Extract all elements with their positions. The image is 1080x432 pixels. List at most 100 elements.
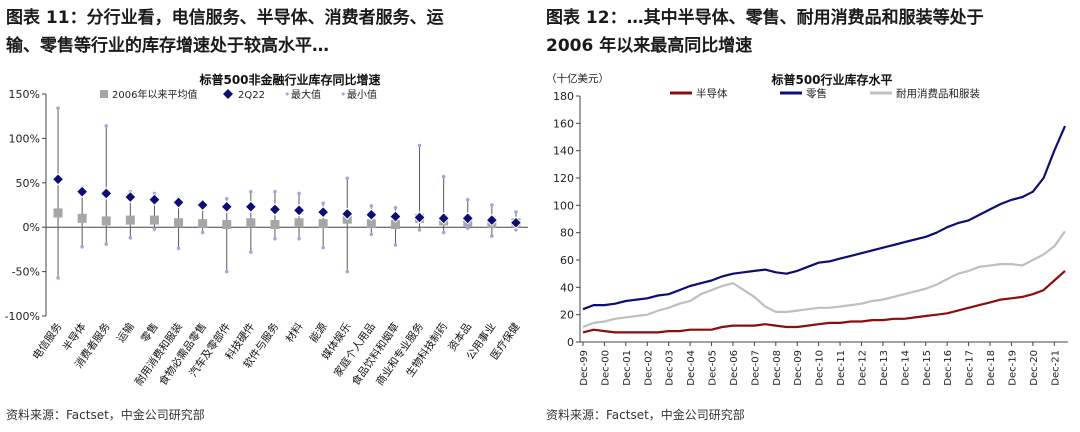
series-line <box>582 230 1066 329</box>
right-x-tick-label: Dec-03 <box>665 350 676 386</box>
right-legend: 半导体 零售 耐用消费品和服装 <box>670 87 980 100</box>
legend-q-label: 2Q22 <box>238 90 265 101</box>
min-point <box>80 244 84 249</box>
right-x-tick-label: Dec-18 <box>986 350 997 386</box>
right-y-tick-label: 40 <box>560 281 574 294</box>
legend-q-marker <box>223 89 233 99</box>
right-x-tick-label: Dec-14 <box>900 350 911 386</box>
right-y-unit-label: （十亿美元） <box>546 72 609 85</box>
right-x-tick-label: Dec-08 <box>772 350 783 386</box>
q-marker <box>485 213 499 227</box>
right-figure-label: 图表 12： <box>546 8 627 28</box>
right-x-tick-label: Dec-21 <box>1050 350 1061 386</box>
min-point <box>345 269 350 274</box>
q-marker <box>413 211 426 224</box>
right-x-tick-label: Dec-02 <box>643 350 654 386</box>
avg-marker <box>149 215 159 225</box>
right-x-tick-label: Dec-00 <box>600 350 611 386</box>
max-point <box>152 191 157 196</box>
q-marker <box>148 193 161 206</box>
right-x-tick-label: Dec-11 <box>836 350 847 386</box>
q-marker <box>196 198 209 212</box>
legend-min-marker: • <box>340 88 347 101</box>
min-point <box>490 234 494 238</box>
left-y-tick-label: 50% <box>16 177 40 190</box>
right-x-tick-label: Dec-99 <box>579 350 590 386</box>
right-y-tick-label: 20 <box>560 309 574 322</box>
min-point <box>297 236 301 241</box>
max-point <box>224 196 229 201</box>
avg-marker <box>270 220 280 230</box>
right-x-tick-label: Dec-12 <box>857 350 868 386</box>
left-figure-panel: 图表 11：分行业看，电信服务、半导体、消费者服务、运 输、零售等行业的库存增速… <box>5 4 534 422</box>
avg-marker <box>222 220 232 230</box>
min-point <box>200 230 205 235</box>
q-marker <box>75 185 89 198</box>
right-x-tick-label: Dec-10 <box>815 350 826 386</box>
left-source-note: 资料来源：Factset，中金公司研究部 <box>6 408 205 422</box>
avg-marker <box>53 208 63 218</box>
min-point <box>224 269 229 274</box>
q-marker <box>389 210 402 223</box>
avg-marker <box>198 219 208 229</box>
min-point <box>417 228 422 232</box>
right-y-tick-label: 160 <box>553 117 574 130</box>
category-label: 材料 <box>283 320 306 345</box>
avg-marker <box>77 213 87 223</box>
right-y-tick-label: 80 <box>560 227 574 240</box>
right-x-tick-label: Dec-19 <box>1007 350 1018 386</box>
avg-marker <box>246 218 256 228</box>
right-chart-title: 标普500行业库存水平 <box>770 72 892 87</box>
max-point <box>321 201 325 206</box>
left-figure-title: 图表 11：分行业看，电信服务、半导体、消费者服务、运 输、零售等行业的库存增速… <box>6 4 534 60</box>
right-x-tick-label: Dec-04 <box>686 350 697 386</box>
q-marker <box>124 190 137 204</box>
q-marker <box>341 207 354 221</box>
right-source-note: 资料来源：Factset，中金公司研究部 <box>546 408 745 422</box>
avg-marker <box>174 218 184 228</box>
series-line <box>582 125 1067 311</box>
series-line <box>582 270 1066 334</box>
max-point <box>441 174 446 179</box>
category-label: 零售 <box>138 320 161 345</box>
min-point <box>104 242 109 246</box>
right-x-tick-label: Dec-15 <box>922 350 933 386</box>
max-point <box>297 191 301 196</box>
max-point <box>104 124 109 128</box>
right-title-line1: …其中半导体、零售、耐用消费品和服装等处于 <box>626 8 984 28</box>
right-figure-title: 图表 12：…其中半导体、零售、耐用消费品和服装等处于 2006 年以来最高同比… <box>546 4 1074 60</box>
right-y-tick-label: 140 <box>553 145 574 158</box>
left-y-tick-label: -50% <box>12 266 40 279</box>
category-label: 运输 <box>114 320 137 345</box>
right-x-tick-label: Dec-20 <box>1029 350 1040 386</box>
legend-series-label: 耐用消费品和服装 <box>896 87 980 100</box>
right-x-tick-label: Dec-01 <box>622 350 633 386</box>
min-point <box>514 228 518 232</box>
left-y-tick-label: 150% <box>9 88 40 101</box>
right-y-tick-label: 100 <box>553 199 574 212</box>
left-figure-label: 图表 11： <box>6 8 87 28</box>
avg-marker <box>390 220 400 230</box>
max-point <box>417 143 422 148</box>
max-point <box>345 176 350 181</box>
q-marker <box>51 173 65 186</box>
min-point <box>152 227 157 231</box>
left-chart-title: 标普500非金融行业库存同比增速 <box>198 72 380 87</box>
max-point <box>369 204 374 208</box>
legend-series-label: 零售 <box>806 87 827 100</box>
right-y-tick-label: 60 <box>560 254 574 267</box>
legend-avg-label: 2006年以来平均值 <box>112 88 197 101</box>
right-y-tick-label: 120 <box>553 172 574 185</box>
q-marker <box>220 200 233 213</box>
min-point <box>176 246 181 251</box>
min-point <box>56 276 60 280</box>
avg-marker <box>294 218 304 228</box>
q-marker <box>268 203 282 216</box>
left-y-tick-label: 100% <box>9 132 40 145</box>
left-y-tick-label: 0% <box>23 221 40 234</box>
right-figure-panel: 图表 12：…其中半导体、零售、耐用消费品和服装等处于 2006 年以来最高同比… <box>540 0 1080 432</box>
right-x-tick-label: Dec-13 <box>879 350 890 386</box>
q-marker <box>365 208 378 221</box>
q-marker <box>292 204 306 217</box>
